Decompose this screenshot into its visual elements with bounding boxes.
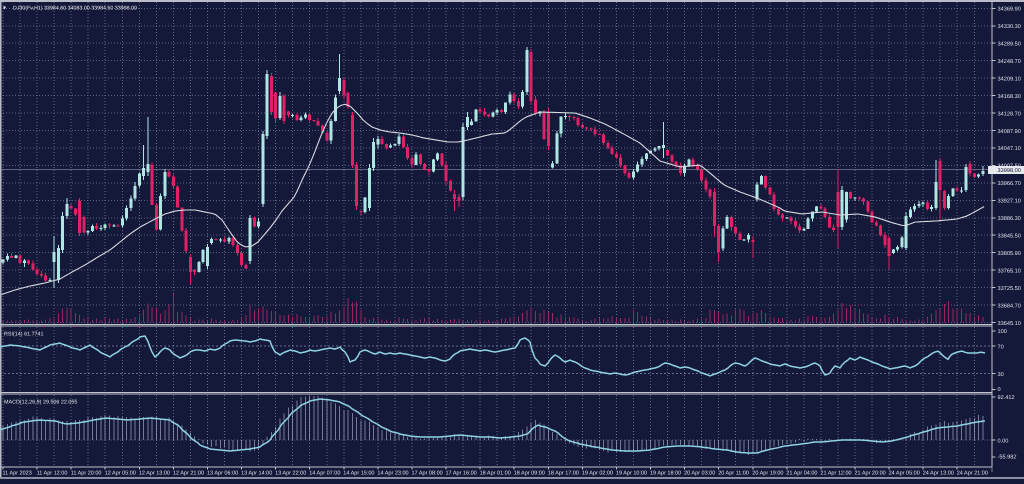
svg-text:14 Apr 23:00: 14 Apr 23:00 xyxy=(377,471,408,477)
svg-text:33725.50: 33725.50 xyxy=(998,286,1021,292)
svg-text:34209.10: 34209.10 xyxy=(998,76,1021,82)
svg-text:19 Apr 18:00: 19 Apr 18:00 xyxy=(650,471,681,477)
svg-text:20 Apr 11:00: 20 Apr 11:00 xyxy=(718,471,749,477)
svg-text:34330.30: 34330.30 xyxy=(998,24,1021,30)
svg-text:34289.50: 34289.50 xyxy=(998,42,1021,48)
svg-text:▾: ▾ xyxy=(3,6,6,12)
svg-text:18 Apr 09:00: 18 Apr 09:00 xyxy=(514,471,545,477)
svg-text:21 Apr 12:00: 21 Apr 12:00 xyxy=(820,471,851,477)
svg-text:33805.90: 33805.90 xyxy=(998,251,1021,257)
svg-text:92.412: 92.412 xyxy=(998,395,1015,401)
svg-text:-55.982: -55.982 xyxy=(998,455,1017,461)
svg-text:20 Apr 03:00: 20 Apr 03:00 xyxy=(684,471,715,477)
svg-text:20 Apr 19:00: 20 Apr 19:00 xyxy=(752,471,783,477)
svg-text:34248.70: 34248.70 xyxy=(998,59,1021,65)
svg-text:14 Apr 15:00: 14 Apr 15:00 xyxy=(343,471,374,477)
svg-text:0.00: 0.00 xyxy=(998,438,1009,444)
svg-text:34047.10: 34047.10 xyxy=(998,146,1021,152)
svg-text:13 Apr 22:00: 13 Apr 22:00 xyxy=(275,471,306,477)
svg-text:17 Apr 16:00: 17 Apr 16:00 xyxy=(446,471,477,477)
svg-text:21 Apr 04:00: 21 Apr 04:00 xyxy=(786,471,817,477)
svg-text:11 Apr 2023: 11 Apr 2023 xyxy=(3,471,32,477)
svg-text:70: 70 xyxy=(998,344,1004,350)
svg-text:19 Apr 02:00: 19 Apr 02:00 xyxy=(582,471,613,477)
svg-text:0: 0 xyxy=(998,387,1001,393)
svg-text:33645.10: 33645.10 xyxy=(998,321,1021,327)
svg-text:DJ30(Fv,H1) 33984.60 34083.00: DJ30(Fv,H1) 33984.60 34083.00 33984.50 3… xyxy=(13,6,137,12)
svg-text:18 Apr 17:00: 18 Apr 17:00 xyxy=(548,471,579,477)
svg-text:18 Apr 01:00: 18 Apr 01:00 xyxy=(480,471,511,477)
svg-text:24 Apr 13:00: 24 Apr 13:00 xyxy=(923,471,954,477)
svg-text:11 Apr 20:00: 11 Apr 20:00 xyxy=(71,471,102,477)
svg-text:34369.90: 34369.90 xyxy=(998,7,1021,13)
svg-text:19 Apr 10:00: 19 Apr 10:00 xyxy=(616,471,647,477)
svg-text:33998.00: 33998.00 xyxy=(998,168,1021,174)
svg-text:12 Apr 13:00: 12 Apr 13:00 xyxy=(139,471,170,477)
svg-text:14 Apr 07:00: 14 Apr 07:00 xyxy=(309,471,340,477)
svg-text:33845.50: 33845.50 xyxy=(998,234,1021,240)
svg-text:12 Apr 21:00: 12 Apr 21:00 xyxy=(173,471,204,477)
svg-text:13 Apr 06:00: 13 Apr 06:00 xyxy=(207,471,238,477)
svg-text:34087.90: 34087.90 xyxy=(998,129,1021,135)
svg-text:33927.10: 33927.10 xyxy=(998,199,1021,205)
svg-text:24 Apr 05:00: 24 Apr 05:00 xyxy=(889,471,920,477)
svg-text:21 Apr 20:00: 21 Apr 20:00 xyxy=(855,471,886,477)
svg-text:34128.70: 34128.70 xyxy=(998,111,1021,117)
svg-text:33684.70: 33684.70 xyxy=(998,303,1021,309)
svg-text:11 Apr 12:00: 11 Apr 12:00 xyxy=(37,471,68,477)
svg-text:RSI(14) 61.7741: RSI(14) 61.7741 xyxy=(4,332,44,338)
svg-text:24 Apr 21:00: 24 Apr 21:00 xyxy=(957,471,988,477)
svg-text:MACD(12,26,9) 29.506 22.055: MACD(12,26,9) 29.506 22.055 xyxy=(4,400,77,406)
svg-text:34168.30: 34168.30 xyxy=(998,94,1021,100)
svg-text:33886.30: 33886.30 xyxy=(998,216,1021,222)
svg-text:17 Apr 08:00: 17 Apr 08:00 xyxy=(412,471,443,477)
svg-text:33966.70: 33966.70 xyxy=(998,181,1021,187)
svg-text:30: 30 xyxy=(998,372,1004,378)
svg-text:100: 100 xyxy=(998,329,1007,335)
svg-text:13 Apr 14:00: 13 Apr 14:00 xyxy=(241,471,272,477)
svg-text:33765.10: 33765.10 xyxy=(998,268,1021,274)
svg-text:12 Apr 05:00: 12 Apr 05:00 xyxy=(105,471,136,477)
